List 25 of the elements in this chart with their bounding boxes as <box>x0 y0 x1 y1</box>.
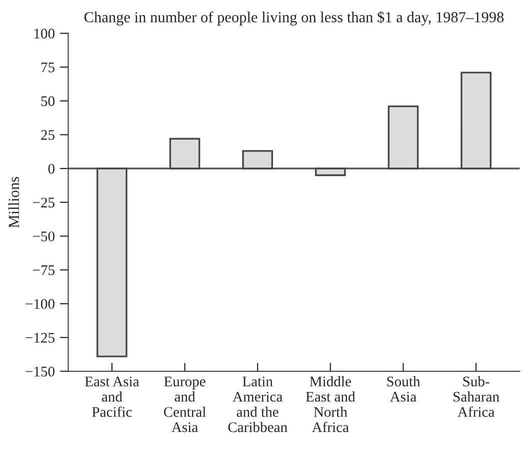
x-tick-label: East Asia and Pacific <box>85 376 140 417</box>
y-tick-label: −150 <box>26 366 54 376</box>
y-tick-label: 25 <box>41 130 54 140</box>
x-tick-label: Europe and Central Asia <box>164 376 206 432</box>
y-tick-label: 100 <box>34 28 54 39</box>
bar <box>460 72 492 170</box>
y-tick-label: −75 <box>32 265 54 276</box>
x-tick-label: Middle East and North Africa <box>306 376 356 432</box>
x-tick-label: Latin America and the Caribbean <box>228 376 288 432</box>
x-tick-label: South Asia <box>387 376 420 402</box>
chart-title: Change in number of people living on less than $1 a day, 1987–1998 <box>84 11 504 26</box>
y-axis-title: Millions <box>8 176 20 228</box>
y-tick-label: −50 <box>32 231 54 242</box>
bar <box>169 138 200 170</box>
y-tick-label: 75 <box>41 62 54 72</box>
bar <box>96 168 128 358</box>
x-tick-label: Sub- Saharan Africa <box>454 376 500 417</box>
y-tick-label: −25 <box>32 198 54 208</box>
y-tick-label: −100 <box>26 299 54 309</box>
y-tick-label: 50 <box>41 96 54 106</box>
y-tick-label: −125 <box>26 332 54 343</box>
bar <box>242 150 273 170</box>
y-tick-label: 0 <box>48 164 54 174</box>
bar <box>388 105 419 170</box>
bar <box>315 168 346 176</box>
